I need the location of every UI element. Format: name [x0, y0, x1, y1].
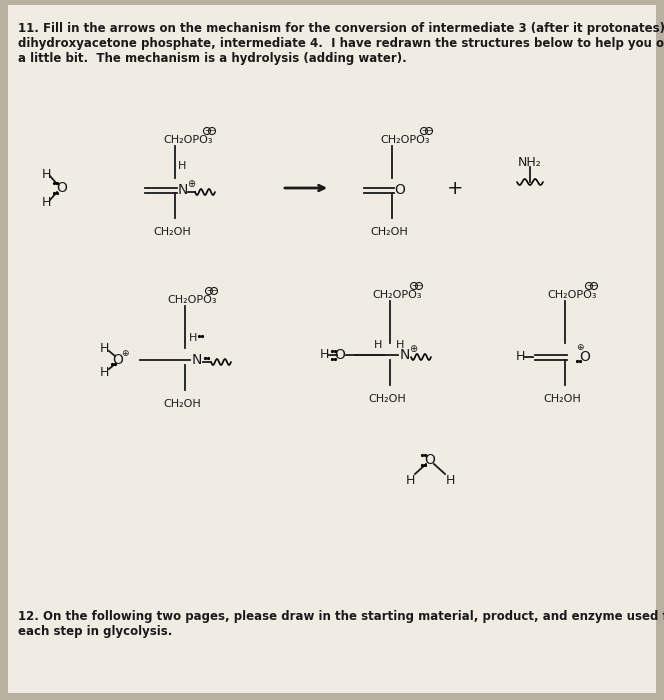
Text: H: H	[396, 340, 404, 350]
Text: CH₂OH: CH₂OH	[370, 227, 408, 237]
Text: N: N	[192, 353, 202, 367]
Text: CH₂OPO₃: CH₂OPO₃	[547, 290, 596, 300]
Text: O: O	[335, 348, 345, 362]
Text: CH₂OPO₃: CH₂OPO₃	[163, 135, 212, 145]
Text: CH₂OH: CH₂OH	[543, 394, 581, 404]
Text: ⊕: ⊕	[576, 342, 584, 351]
Text: CH₂OH: CH₂OH	[153, 227, 191, 237]
Text: O: O	[113, 353, 124, 367]
Text: NH₂: NH₂	[518, 155, 542, 169]
Text: H: H	[100, 342, 109, 354]
Text: O: O	[580, 350, 590, 364]
Text: −: −	[426, 128, 432, 134]
Text: H: H	[319, 349, 329, 361]
Text: CH₂OH: CH₂OH	[163, 399, 201, 409]
Text: CH₂OPO₃: CH₂OPO₃	[167, 295, 216, 305]
Text: a little bit.  The mechanism is a hydrolysis (adding water).: a little bit. The mechanism is a hydroly…	[18, 52, 407, 65]
Text: dihydroxyacetone phosphate, intermediate 4.  I have redrawn the structures below: dihydroxyacetone phosphate, intermediate…	[18, 37, 664, 50]
Text: N: N	[400, 348, 410, 362]
Text: each step in glycolysis.: each step in glycolysis.	[18, 625, 173, 638]
Text: −: −	[206, 288, 212, 294]
Text: H: H	[515, 351, 525, 363]
Text: H: H	[374, 340, 382, 350]
Text: −: −	[421, 128, 427, 134]
Text: 12. On the following two pages, please draw in the starting material, product, a: 12. On the following two pages, please d…	[18, 610, 664, 623]
Text: H: H	[178, 161, 187, 171]
Text: 11. Fill in the arrows on the mechanism for the conversion of intermediate 3 (af: 11. Fill in the arrows on the mechanism …	[18, 22, 664, 35]
Text: H: H	[41, 167, 50, 181]
Text: CH₂OPO₃: CH₂OPO₃	[372, 290, 422, 300]
Text: +: +	[447, 178, 463, 197]
Text: −: −	[204, 128, 210, 134]
Text: CH₂OPO₃: CH₂OPO₃	[380, 135, 430, 145]
Text: O: O	[56, 181, 68, 195]
Text: −: −	[411, 283, 417, 289]
Text: H: H	[189, 333, 197, 343]
Text: CH₂OH: CH₂OH	[368, 394, 406, 404]
Text: H: H	[41, 195, 50, 209]
Text: O: O	[424, 453, 436, 467]
Text: ⊕: ⊕	[122, 349, 129, 358]
Text: ⊕: ⊕	[187, 179, 195, 189]
Text: H: H	[446, 473, 455, 486]
Text: O: O	[394, 183, 406, 197]
Text: −: −	[416, 283, 422, 289]
Text: −: −	[591, 283, 597, 289]
Text: −: −	[586, 283, 592, 289]
Text: H: H	[100, 365, 109, 379]
Text: H: H	[405, 473, 415, 486]
Text: −: −	[209, 128, 215, 134]
Text: N: N	[178, 183, 188, 197]
Text: −: −	[211, 288, 217, 294]
Text: ⊕: ⊕	[409, 344, 417, 354]
